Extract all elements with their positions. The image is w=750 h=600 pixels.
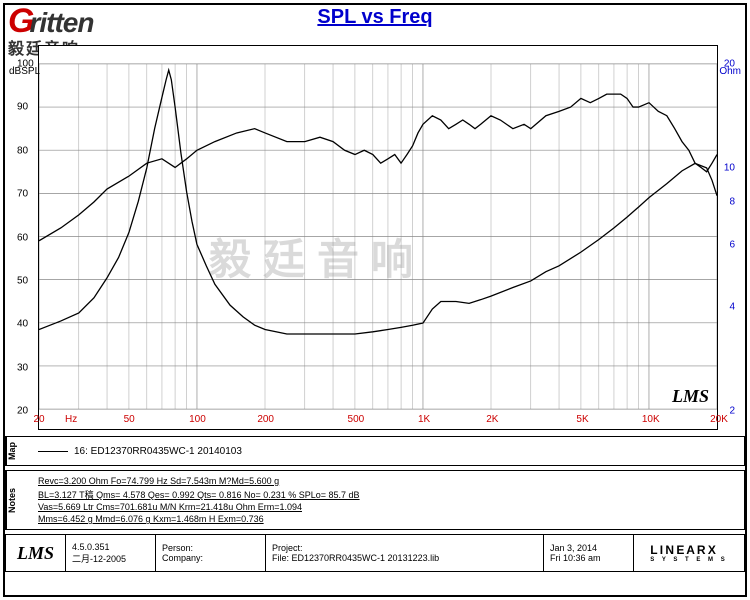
linearx-l1: L I N E A R X — [650, 543, 727, 557]
y-right-tick: 4 — [729, 301, 735, 312]
y-left-tick: 90 — [17, 102, 28, 113]
y-left-tick: 60 — [17, 232, 28, 243]
x-unit-label: Hz — [65, 414, 77, 425]
x-tick: 10K — [642, 414, 660, 425]
x-tick: 100 — [189, 414, 206, 425]
y-left-tick: 30 — [17, 362, 28, 373]
footer-panel: LMS 4.5.0.351 二月-12-2005 Person: Company… — [5, 534, 745, 572]
legend-tab: Map — [6, 437, 30, 465]
logo-text: ritten — [29, 7, 93, 38]
x-tick: 50 — [124, 414, 135, 425]
x-tick: 500 — [348, 414, 365, 425]
legend-line-sample — [38, 451, 68, 452]
y-left-tick: 20 — [17, 406, 28, 417]
lms-watermark: LMS — [672, 386, 709, 407]
watermark: 毅廷音响 — [209, 226, 425, 287]
y-right-tick: 6 — [729, 240, 735, 251]
date-line1: Jan 3, 2014 — [550, 543, 627, 553]
y-left-tick: 80 — [17, 145, 28, 156]
notes-tab: Notes — [6, 471, 30, 529]
x-tick: 5K — [576, 414, 588, 425]
footer-lms: LMS — [6, 535, 66, 571]
y-right-tick: 8 — [729, 197, 735, 208]
legend-panel: Map 16: ED12370RR0435WC-1 20140103 — [5, 436, 745, 466]
y-left-tick: 100 — [17, 59, 34, 70]
notes-line: Revc=3.200 Ohm Fo=74.799 Hz Sd=7.543m M?… — [38, 476, 736, 486]
legend-body: 16: ED12370RR0435WC-1 20140103 — [30, 437, 744, 465]
y-right-tick: 2 — [729, 406, 735, 417]
y-left-tick: 50 — [17, 275, 28, 286]
footer-version: 4.5.0.351 二月-12-2005 — [66, 535, 156, 571]
notes-line: Vas=5.669 Ltr Cms=701.681u M/N Krm=21.41… — [38, 502, 736, 512]
footer-date: Jan 3, 2014 Fri 10:36 am — [544, 535, 634, 571]
notes-line: Mms=6.452 g Mmd=6.076 g Kxm=1.468m H Exm… — [38, 514, 736, 524]
version-line2: 二月-12-2005 — [72, 552, 149, 565]
date-line2: Fri 10:36 am — [550, 553, 627, 563]
y-right-tick: 10 — [724, 163, 735, 174]
chart-area: dBSPL Ohm 毅廷音响 LMS Hz 20501002005001K2K5… — [38, 45, 718, 430]
notes-panel: Notes Revc=3.200 Ohm Fo=74.799 Hz Sd=7.5… — [5, 470, 745, 530]
linearx-l2: S Y S T E M S — [650, 557, 727, 563]
legend-item: 16: ED12370RR0435WC-1 20140103 — [74, 446, 242, 457]
footer-project: Project: File: ED12370RR0435WC-1 2013122… — [266, 535, 544, 571]
x-tick: 2K — [486, 414, 498, 425]
person-line2: Company: — [162, 553, 259, 563]
notes-body: Revc=3.200 Ohm Fo=74.799 Hz Sd=7.543m M?… — [30, 471, 744, 529]
project-line2: File: ED12370RR0435WC-1 20131223.lib — [272, 553, 537, 563]
plot-box: dBSPL Ohm 毅廷音响 LMS Hz 20501002005001K2K5… — [38, 45, 718, 430]
x-tick: 1K — [418, 414, 430, 425]
x-tick: 200 — [257, 414, 274, 425]
person-line1: Person: — [162, 543, 259, 553]
notes-line: BL=3.127 T稿 Qms= 4.578 Qes= 0.992 Qts= 0… — [38, 488, 736, 501]
footer-person: Person: Company: — [156, 535, 266, 571]
y-right-tick: 20 — [724, 59, 735, 70]
version-line1: 4.5.0.351 — [72, 542, 149, 552]
x-tick: 20K — [710, 414, 728, 425]
project-line1: Project: — [272, 543, 537, 553]
chart-title: SPL vs Freq — [317, 6, 432, 29]
y-left-tick: 70 — [17, 189, 28, 200]
footer-linearx: L I N E A R X S Y S T E M S — [634, 535, 744, 571]
x-tick: 20 — [33, 414, 44, 425]
y-left-tick: 40 — [17, 319, 28, 330]
